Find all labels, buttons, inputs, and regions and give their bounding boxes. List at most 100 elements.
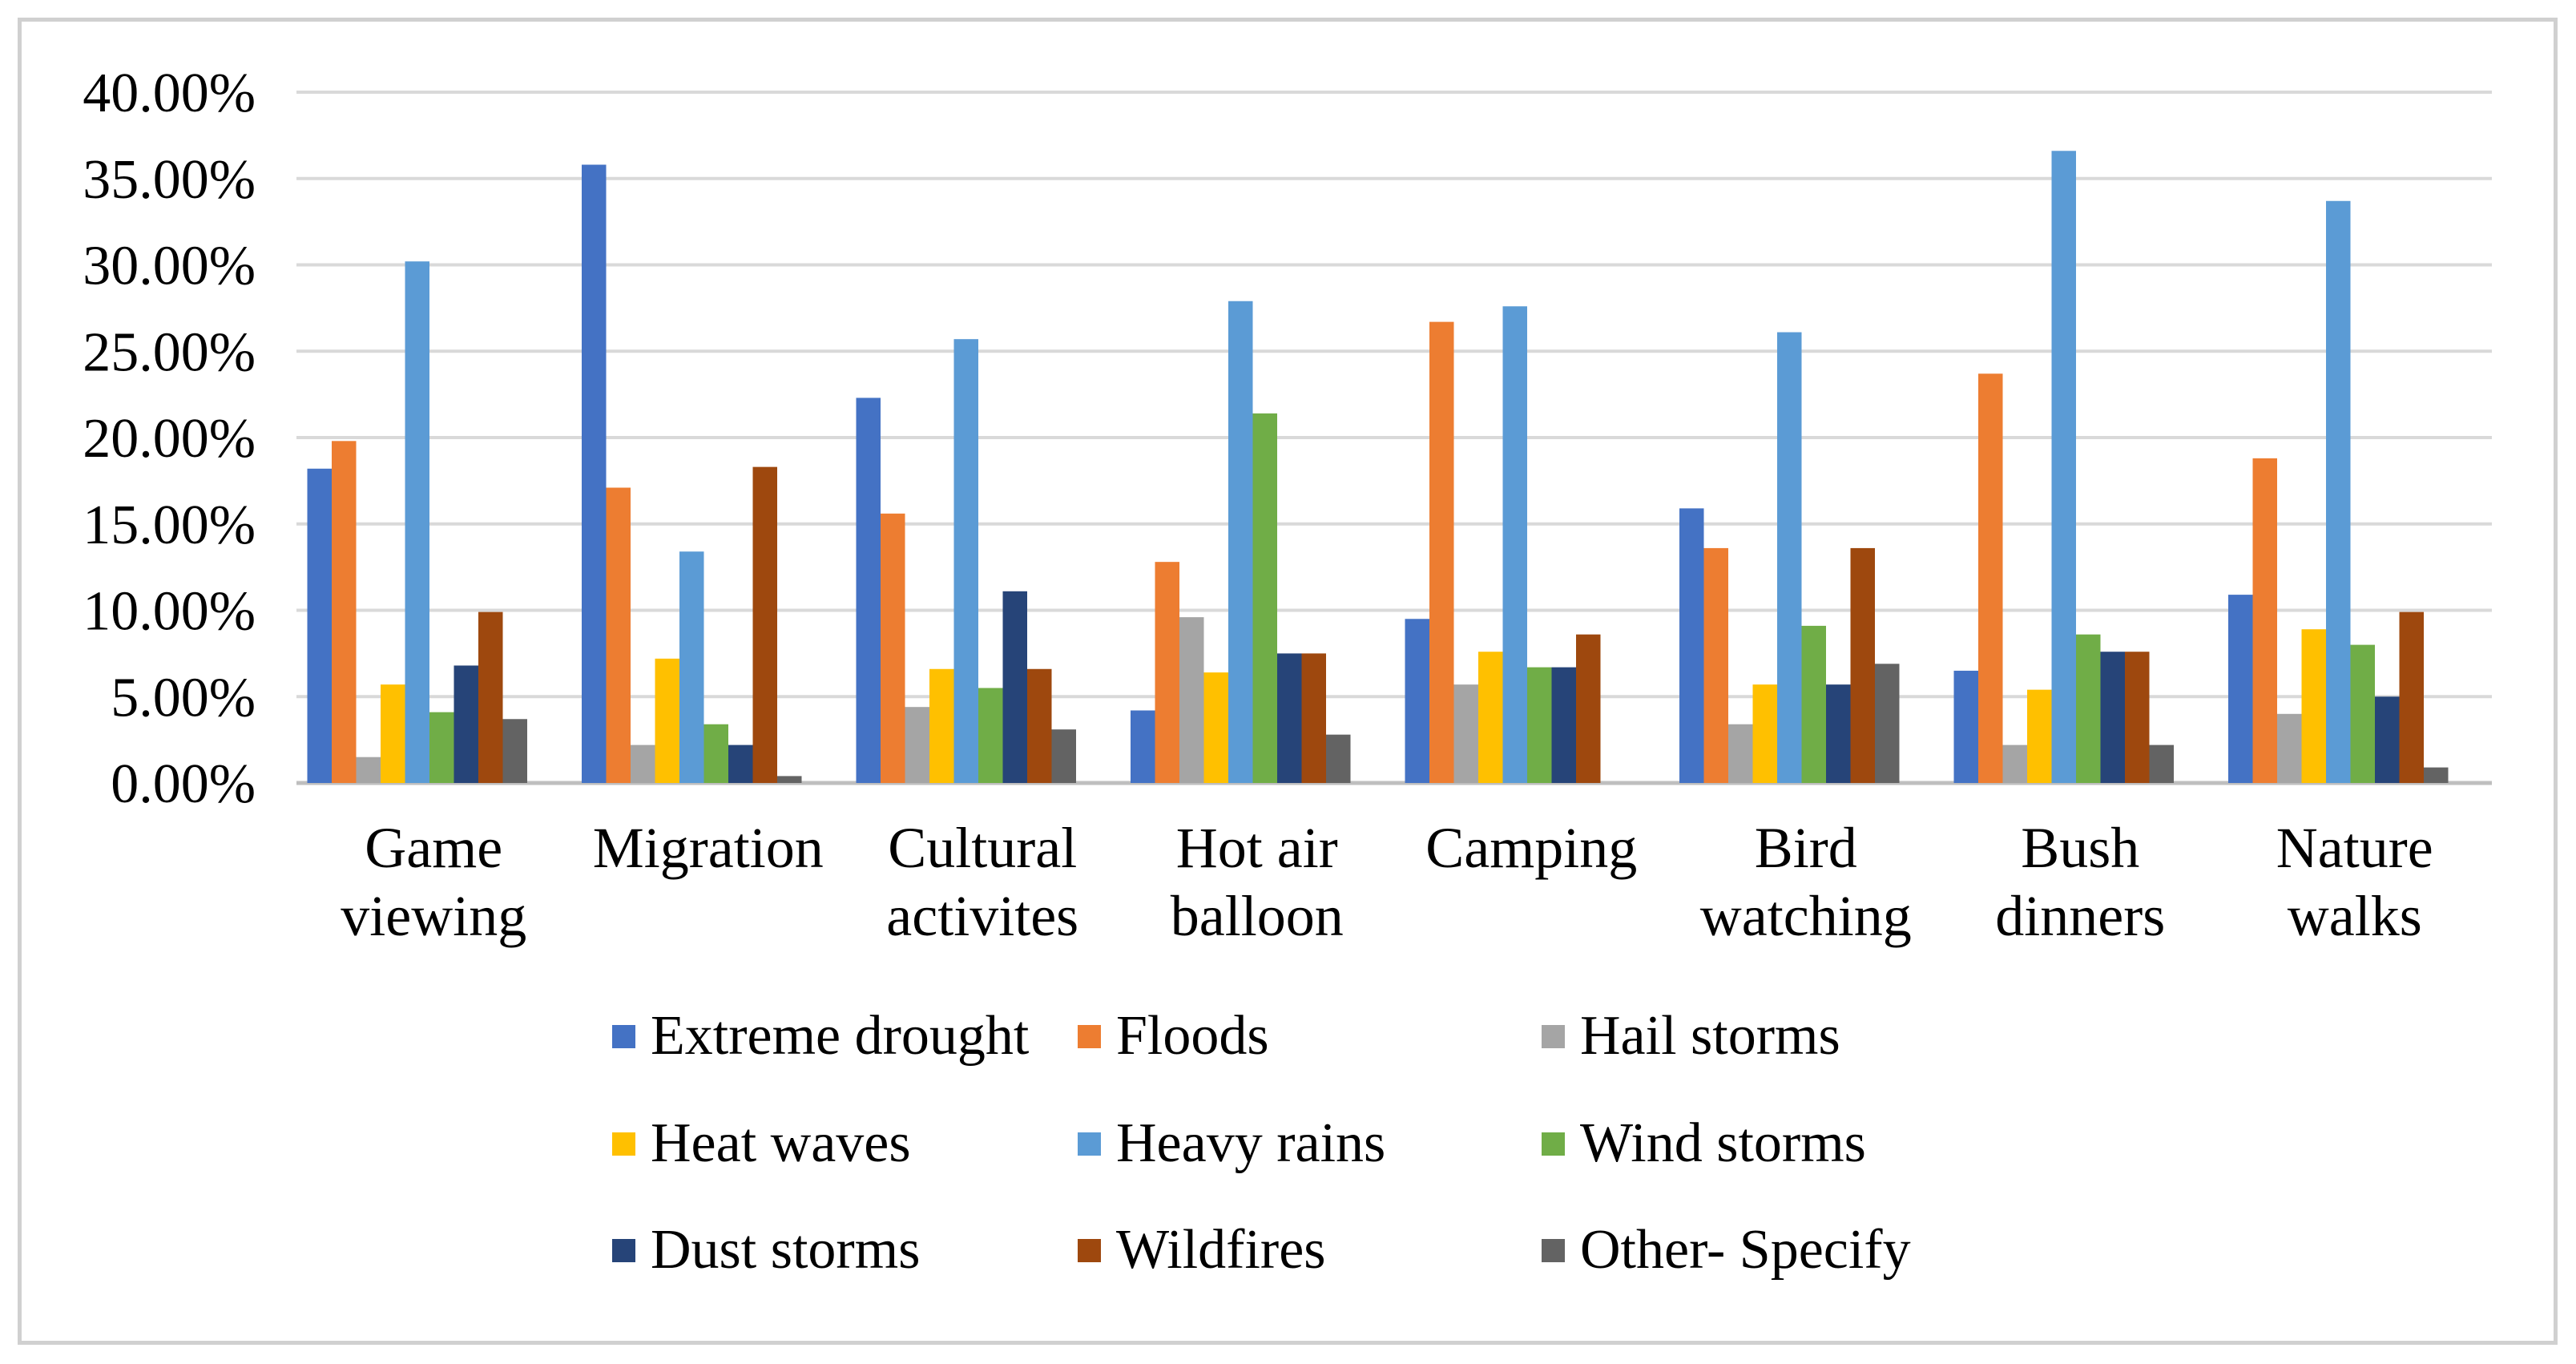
x-category-label: dinners bbox=[1995, 884, 2165, 948]
bar-extreme-drought-nature-walks bbox=[2228, 595, 2253, 783]
bar-hail-storms-cultural-activites bbox=[905, 707, 929, 783]
x-category-label: Migration bbox=[593, 816, 824, 880]
bar-heat-waves-nature-walks bbox=[2301, 629, 2326, 783]
x-category-label: balloon bbox=[1171, 884, 1344, 948]
bar-wildfires-migration bbox=[752, 466, 777, 783]
bar-wildfires-camping bbox=[1576, 634, 1601, 783]
x-category-label: activites bbox=[886, 884, 1078, 948]
legend-label-heavy-rains: Heavy rains bbox=[1116, 1112, 1385, 1174]
bar-extreme-drought-camping bbox=[1405, 619, 1429, 783]
bar-wildfires-nature-walks bbox=[2399, 611, 2424, 783]
y-tick-label: 10.00% bbox=[83, 581, 256, 643]
bar-extreme-drought-bush-dinners bbox=[1953, 670, 1978, 783]
bar-wind-storms-nature-walks bbox=[2350, 644, 2375, 783]
x-category-label: walks bbox=[2288, 884, 2422, 948]
bar-dust-storms-bird-watching bbox=[1826, 684, 1851, 783]
y-tick-label: 40.00% bbox=[83, 63, 256, 124]
bar-other-specify-hot-air-balloon bbox=[1326, 734, 1351, 783]
bar-wind-storms-cultural-activites bbox=[978, 688, 1003, 783]
x-category-label: Bird bbox=[1755, 816, 1857, 880]
legend-swatch-heat-waves bbox=[612, 1132, 635, 1156]
bar-extreme-drought-bird-watching bbox=[1679, 508, 1704, 783]
y-tick-label: 30.00% bbox=[83, 236, 256, 297]
bar-wind-storms-game-viewing bbox=[429, 712, 454, 783]
bar-floods-hot-air-balloon bbox=[1155, 562, 1179, 783]
bar-other-specify-bird-watching bbox=[1875, 664, 1900, 783]
y-tick-label: 35.00% bbox=[83, 149, 256, 211]
bar-wind-storms-camping bbox=[1527, 667, 1552, 783]
legend-label-heat-waves: Heat waves bbox=[651, 1112, 911, 1174]
bar-floods-cultural-activites bbox=[881, 513, 905, 783]
bar-heavy-rains-hot-air-balloon bbox=[1228, 301, 1253, 783]
bar-wildfires-bush-dinners bbox=[2125, 652, 2150, 783]
y-tick-label: 15.00% bbox=[83, 494, 256, 556]
bar-heavy-rains-game-viewing bbox=[405, 261, 429, 783]
bar-heat-waves-bird-watching bbox=[1752, 684, 1777, 783]
bar-heat-waves-migration bbox=[655, 658, 679, 783]
bar-heat-waves-cultural-activites bbox=[929, 668, 954, 783]
bar-dust-storms-camping bbox=[1551, 667, 1576, 783]
x-category-label: viewing bbox=[341, 884, 526, 948]
y-tick-label: 20.00% bbox=[83, 408, 256, 470]
legend-label-wildfires: Wildfires bbox=[1116, 1219, 1326, 1281]
legend-swatch-floods bbox=[1078, 1025, 1101, 1048]
bar-wind-storms-hot-air-balloon bbox=[1252, 413, 1277, 783]
bar-dust-storms-hot-air-balloon bbox=[1277, 653, 1302, 783]
bar-heavy-rains-migration bbox=[679, 551, 704, 783]
bar-extreme-drought-migration bbox=[582, 164, 607, 783]
bar-extreme-drought-game-viewing bbox=[307, 468, 332, 783]
legend-label-other-specify: Other- Specify bbox=[1580, 1219, 1911, 1281]
legend-label-wind-storms: Wind storms bbox=[1580, 1112, 1866, 1174]
legend-swatch-other-specify bbox=[1542, 1239, 1565, 1262]
x-category-label: Camping bbox=[1425, 816, 1637, 880]
bar-other-specify-nature-walks bbox=[2424, 767, 2449, 783]
legend-label-dust-storms: Dust storms bbox=[651, 1219, 920, 1281]
bar-hail-storms-bush-dinners bbox=[2002, 745, 2027, 783]
bar-heat-waves-camping bbox=[1478, 652, 1503, 783]
bar-wildfires-hot-air-balloon bbox=[1301, 653, 1326, 783]
bar-floods-nature-walks bbox=[2252, 458, 2277, 783]
bar-hail-storms-nature-walks bbox=[2277, 713, 2302, 783]
bar-heavy-rains-bush-dinners bbox=[2051, 151, 2076, 783]
legend-swatch-wind-storms bbox=[1542, 1132, 1565, 1156]
bar-wildfires-bird-watching bbox=[1850, 547, 1875, 783]
bar-wind-storms-bird-watching bbox=[1801, 625, 1826, 783]
x-category-label: Hot air bbox=[1176, 816, 1338, 880]
x-category-label: Cultural bbox=[888, 816, 1077, 880]
x-category-label: Bush bbox=[2021, 816, 2139, 880]
bar-other-specify-cultural-activites bbox=[1051, 729, 1076, 783]
bar-extreme-drought-hot-air-balloon bbox=[1131, 710, 1155, 783]
bar-heat-waves-hot-air-balloon bbox=[1203, 672, 1228, 783]
x-category-label: Game bbox=[365, 816, 502, 880]
bar-floods-bush-dinners bbox=[1978, 373, 2003, 783]
bar-dust-storms-nature-walks bbox=[2375, 696, 2400, 783]
bar-dust-storms-game-viewing bbox=[454, 665, 478, 783]
bar-heavy-rains-bird-watching bbox=[1777, 332, 1802, 783]
legend-label-hail-storms: Hail storms bbox=[1580, 1005, 1840, 1067]
bar-wind-storms-migration bbox=[703, 724, 728, 783]
bar-other-specify-migration bbox=[777, 776, 802, 783]
x-category-label: Nature bbox=[2276, 816, 2433, 880]
bar-extreme-drought-cultural-activites bbox=[856, 397, 881, 783]
bar-wind-storms-bush-dinners bbox=[2076, 634, 2101, 783]
legend-swatch-wildfires bbox=[1078, 1239, 1101, 1262]
legend-swatch-heavy-rains bbox=[1078, 1132, 1101, 1156]
bar-other-specify-game-viewing bbox=[502, 719, 527, 783]
y-tick-label: 5.00% bbox=[111, 667, 256, 728]
bar-floods-migration bbox=[606, 487, 631, 783]
bar-floods-game-viewing bbox=[332, 441, 357, 783]
bar-dust-storms-bush-dinners bbox=[2100, 652, 2125, 783]
legend-swatch-hail-storms bbox=[1542, 1025, 1565, 1048]
bar-wildfires-cultural-activites bbox=[1027, 668, 1052, 783]
legend-label-floods: Floods bbox=[1116, 1005, 1269, 1067]
bar-hail-storms-bird-watching bbox=[1728, 724, 1753, 783]
bar-heat-waves-bush-dinners bbox=[2027, 689, 2052, 783]
bar-floods-camping bbox=[1429, 321, 1454, 783]
bar-hail-storms-hot-air-balloon bbox=[1179, 617, 1204, 783]
bar-other-specify-bush-dinners bbox=[2149, 745, 2174, 783]
bar-floods-bird-watching bbox=[1703, 547, 1728, 783]
legend-swatch-extreme-drought bbox=[612, 1025, 635, 1048]
bar-dust-storms-migration bbox=[728, 745, 753, 783]
y-tick-label: 25.00% bbox=[83, 321, 256, 383]
chart-frame: 0.00% 5.00% 10.00% 15.00% 20.00% 25.00% 30.00%… bbox=[18, 18, 2558, 1345]
